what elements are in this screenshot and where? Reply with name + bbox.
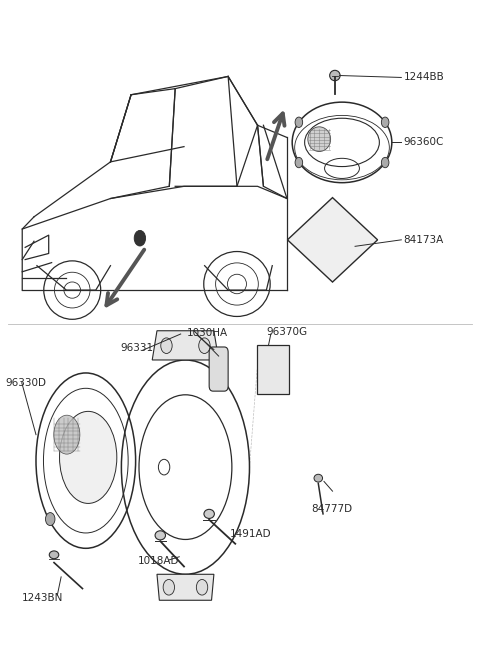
Text: 1243BN: 1243BN	[22, 593, 63, 603]
Ellipse shape	[330, 70, 340, 81]
Ellipse shape	[204, 510, 215, 519]
FancyBboxPatch shape	[209, 347, 228, 391]
Circle shape	[196, 580, 208, 595]
Ellipse shape	[308, 127, 331, 151]
Text: 96331: 96331	[120, 343, 154, 353]
Circle shape	[163, 580, 175, 595]
Polygon shape	[152, 331, 219, 360]
Text: 96330D: 96330D	[5, 378, 46, 388]
Circle shape	[381, 157, 389, 168]
Circle shape	[161, 338, 172, 354]
Text: 96370G: 96370G	[266, 327, 307, 337]
Polygon shape	[288, 198, 378, 282]
Text: 84777D: 84777D	[311, 504, 352, 514]
Circle shape	[199, 338, 210, 354]
Circle shape	[381, 117, 389, 128]
Polygon shape	[157, 574, 214, 600]
Text: 1491AD: 1491AD	[229, 529, 271, 539]
Text: 1030HA: 1030HA	[187, 328, 228, 339]
Text: 96360C: 96360C	[404, 138, 444, 147]
Circle shape	[295, 157, 303, 168]
Ellipse shape	[49, 551, 59, 559]
Circle shape	[46, 513, 55, 525]
Ellipse shape	[155, 531, 166, 540]
Circle shape	[295, 117, 303, 128]
Ellipse shape	[60, 411, 117, 504]
FancyBboxPatch shape	[257, 345, 289, 394]
Ellipse shape	[314, 474, 323, 482]
Text: 1244BB: 1244BB	[404, 73, 444, 83]
Text: 1018AD: 1018AD	[138, 556, 180, 567]
Circle shape	[134, 231, 145, 246]
Ellipse shape	[54, 415, 80, 454]
Text: 84173A: 84173A	[404, 235, 444, 245]
